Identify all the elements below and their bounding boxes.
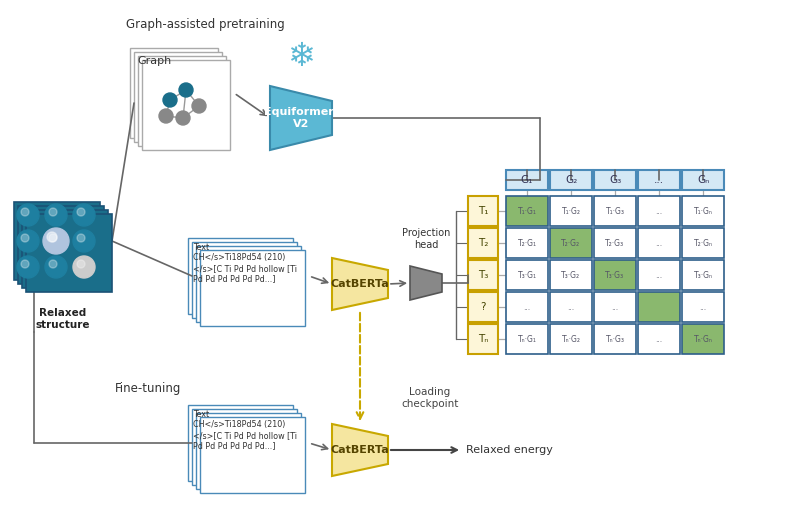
Circle shape [77, 260, 85, 268]
Circle shape [49, 208, 57, 216]
Bar [506, 324, 548, 354]
Text: G₁: G₁ [521, 175, 533, 185]
Text: T₁·G₃: T₁·G₃ [606, 207, 625, 216]
Text: Text
CH</s>Ti18Pd54 (210)
</s>[C Ti Pd Pd hollow [Ti
Pd Pd Pd Pd Pd Pd...]: Text CH</s>Ti18Pd54 (210) </s>[C Ti Pd P… [193, 410, 297, 450]
Text: Graph: Graph [137, 56, 171, 66]
Text: T₃·G₁: T₃·G₁ [518, 270, 537, 279]
Bar [192, 242, 297, 318]
Bar [550, 170, 592, 190]
Bar [506, 228, 548, 258]
Text: T₂·G₃: T₂·G₃ [606, 239, 625, 247]
Text: T₂·Gₙ: T₂·Gₙ [694, 239, 713, 247]
Text: CatBERTa: CatBERTa [330, 279, 390, 289]
Text: T₃·G₃: T₃·G₃ [606, 270, 625, 279]
Bar [594, 324, 636, 354]
Text: CatBERTa: CatBERTa [330, 445, 390, 455]
Bar [638, 196, 680, 226]
Polygon shape [332, 424, 388, 476]
Text: Graph-assisted pretraining: Graph-assisted pretraining [126, 18, 284, 31]
Text: T₁·G₂: T₁·G₂ [562, 207, 581, 216]
Text: ...: ... [655, 270, 662, 279]
Text: Equiformer-
V2: Equiformer- V2 [264, 107, 338, 129]
Bar [682, 228, 724, 258]
Text: ...: ... [567, 303, 574, 312]
Bar [638, 324, 680, 354]
Bar [192, 409, 297, 485]
Bar [638, 292, 680, 322]
Circle shape [47, 232, 57, 242]
Text: Relaxed energy: Relaxed energy [466, 445, 553, 455]
Circle shape [73, 230, 95, 252]
Circle shape [17, 204, 39, 226]
Bar [550, 228, 592, 258]
Bar [506, 292, 548, 322]
Bar [188, 238, 293, 314]
Bar [200, 417, 305, 493]
Bar [26, 214, 112, 292]
Bar [468, 260, 498, 290]
Circle shape [73, 204, 95, 226]
Circle shape [49, 260, 57, 268]
Circle shape [49, 234, 57, 242]
Bar [594, 292, 636, 322]
Text: ...: ... [655, 207, 662, 216]
Bar [682, 292, 724, 322]
Circle shape [21, 208, 29, 216]
Text: ...: ... [699, 303, 706, 312]
Text: G₂: G₂ [565, 175, 577, 185]
Text: Tₙ·G₃: Tₙ·G₃ [606, 335, 625, 343]
Circle shape [163, 93, 177, 107]
Bar [594, 260, 636, 290]
Text: ...: ... [654, 175, 664, 185]
Bar [14, 202, 100, 280]
Circle shape [159, 109, 173, 123]
Text: Relaxed
structure: Relaxed structure [36, 308, 90, 329]
Circle shape [77, 208, 85, 216]
Text: T₁·G₁: T₁·G₁ [518, 207, 537, 216]
Text: T₂: T₂ [478, 238, 488, 248]
Text: ...: ... [611, 303, 618, 312]
Text: Tₙ·Gₙ: Tₙ·Gₙ [694, 335, 713, 343]
Text: ...: ... [655, 239, 662, 247]
Bar [638, 170, 680, 190]
Bar [18, 206, 104, 284]
Bar [682, 324, 724, 354]
Text: T₃: T₃ [478, 270, 488, 280]
Bar [550, 260, 592, 290]
Bar [138, 56, 226, 146]
Bar [550, 292, 592, 322]
Text: T₁: T₁ [478, 206, 488, 216]
Text: T₁·Gₙ: T₁·Gₙ [694, 207, 713, 216]
Text: T₂·G₂: T₂·G₂ [562, 239, 581, 247]
Bar [468, 196, 498, 226]
Polygon shape [332, 258, 388, 310]
Bar [550, 196, 592, 226]
Circle shape [45, 230, 67, 252]
Bar [550, 324, 592, 354]
Bar [682, 260, 724, 290]
Bar [594, 170, 636, 190]
Bar [682, 170, 724, 190]
Bar [594, 228, 636, 258]
Bar [638, 228, 680, 258]
Circle shape [45, 204, 67, 226]
Circle shape [21, 260, 29, 268]
Text: ?: ? [480, 302, 486, 312]
Circle shape [17, 256, 39, 278]
Text: Fine-tuning: Fine-tuning [115, 382, 181, 395]
Polygon shape [270, 86, 332, 150]
Bar [188, 405, 293, 481]
Text: ...: ... [523, 303, 530, 312]
Circle shape [43, 228, 69, 254]
Text: Tₙ·G₂: Tₙ·G₂ [562, 335, 581, 343]
Bar [506, 196, 548, 226]
Circle shape [77, 234, 85, 242]
Text: T₃·G₂: T₃·G₂ [562, 270, 581, 279]
Bar [142, 60, 230, 150]
Circle shape [176, 111, 190, 125]
Bar [468, 228, 498, 258]
Circle shape [17, 230, 39, 252]
Bar [594, 196, 636, 226]
Text: G₃: G₃ [609, 175, 621, 185]
Polygon shape [410, 266, 442, 300]
